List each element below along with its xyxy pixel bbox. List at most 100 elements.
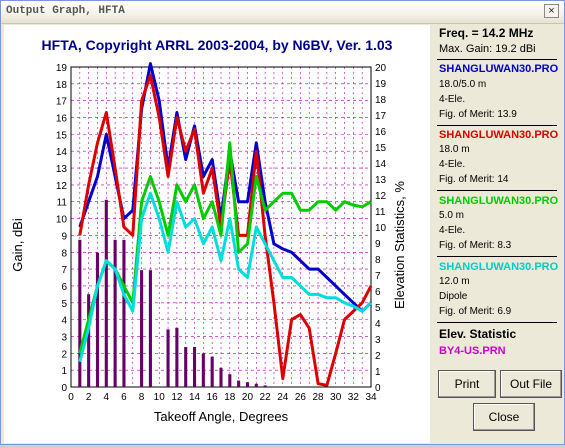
y-left-tick-label: 6 — [61, 282, 67, 293]
y-left-tick-label: 8 — [61, 248, 67, 259]
antenna-4-height: 12.0 m — [439, 276, 470, 287]
elevation-bar — [148, 270, 152, 387]
antenna-3-height: 5.0 m — [439, 210, 465, 221]
y-right-tick-label: 13 — [375, 175, 387, 186]
y-right-tick-label: 15 — [375, 143, 387, 154]
x-tick-label: 28 — [312, 392, 324, 403]
y-left-tick-label: 7 — [61, 265, 67, 276]
elevation-bar — [192, 347, 197, 387]
y-left-tick-label: 2 — [61, 349, 67, 360]
y-left-tick-label: 17 — [56, 97, 68, 108]
x-tick-label: 0 — [68, 392, 74, 403]
elevation-bar — [95, 252, 100, 387]
close-button[interactable]: Close — [473, 403, 535, 431]
x-tick-label: 10 — [154, 392, 166, 403]
gain-lines — [78, 62, 373, 387]
divider — [437, 125, 557, 126]
x-tick-label: 4 — [104, 392, 110, 403]
y-right-tick-label: 11 — [375, 207, 386, 218]
x-tick-label: 2 — [86, 392, 92, 403]
elevation-bar — [245, 382, 250, 387]
x-tick-label: 24 — [277, 392, 289, 403]
antenna-2-name: SHANGLUWAN30.PRO — [439, 129, 559, 141]
antenna-2-height: 18.0 m — [439, 144, 470, 155]
x-tick-label: 14 — [189, 392, 201, 403]
antenna-1-name: SHANGLUWAN30.PRO — [439, 63, 559, 75]
y-left-tick-label: 1 — [61, 366, 67, 377]
divider — [437, 59, 557, 60]
y-right-tick-label: 14 — [375, 159, 387, 170]
elevation-bar — [237, 380, 241, 387]
x-tick-label: 6 — [121, 392, 127, 403]
x-tick-label: 26 — [295, 392, 307, 403]
antenna-4-fom: Fig. of Merit: 6.9 — [439, 306, 512, 317]
y-right-tick-label: 2 — [375, 351, 381, 362]
elevation-bar — [104, 199, 108, 387]
elevation-bar — [219, 367, 223, 387]
y-left-tick-label: 19 — [56, 63, 68, 74]
y-left-tick-label: 11 — [57, 198, 68, 209]
elevation-bar — [166, 329, 170, 387]
x-tick-label: 18 — [224, 392, 236, 403]
y-right-tick-label: 7 — [375, 271, 381, 282]
x-tick-label: 30 — [330, 392, 342, 403]
y-left-tick-label: 15 — [56, 130, 68, 141]
y-right-tick-label: 3 — [375, 335, 381, 346]
y-left-tick-label: 10 — [56, 215, 68, 226]
x-tick-label: 12 — [171, 392, 183, 403]
antenna-3-name: SHANGLUWAN30.PRO — [439, 195, 559, 207]
x-tick-label: 8 — [139, 392, 145, 403]
x-tick-label: 22 — [260, 392, 272, 403]
y-right-tick-label: 19 — [375, 79, 387, 90]
y-left-tick-label: 13 — [56, 164, 68, 175]
gain-line-series-4 — [78, 191, 373, 363]
out-file-button[interactable]: Out File — [500, 370, 562, 398]
x-tick-label: 34 — [365, 392, 377, 403]
antenna-2-fom: Fig. of Merit: 14 — [439, 174, 509, 185]
elevation-bar — [140, 270, 144, 387]
y-right-tick-label: 5 — [375, 303, 381, 314]
y-right-tick-label: 17 — [375, 111, 387, 122]
y-right-tick-label: 10 — [375, 223, 387, 234]
window-title: Output Graph, HFTA — [6, 5, 125, 17]
elevation-statistic-file: BY4-US.PRN — [439, 345, 506, 357]
y-right-tick-label: 8 — [375, 255, 381, 266]
elevation-bar — [210, 356, 214, 387]
max-gain-label: Max. Gain: 19.2 dBi — [439, 43, 536, 55]
gain-chart: HFTA, Copyright ARRL 2003-2004, by N6BV,… — [10, 37, 407, 424]
elevation-bar — [228, 374, 232, 387]
y-left-tick-label: 3 — [61, 332, 67, 343]
elevation-bar — [184, 347, 188, 387]
y-right-tick-label: 6 — [375, 287, 381, 298]
print-button[interactable]: Print — [438, 370, 496, 398]
elevation-statistic-title: Elev. Statistic — [439, 327, 517, 341]
y-right-tick-label: 12 — [375, 191, 387, 202]
y-left-tick-label: 12 — [56, 181, 68, 192]
antenna-1-height: 18.0/5.0 m — [439, 79, 487, 90]
y-right-tick-label: 18 — [375, 95, 387, 106]
y-left-tick-label: 16 — [56, 114, 68, 125]
y-right-axis-label: Elevation Statistics, % — [392, 181, 407, 309]
window-close-button[interactable]: × — [544, 4, 559, 18]
divider — [437, 190, 557, 191]
chart-title: HFTA, Copyright ARRL 2003-2004, by N6BV,… — [42, 37, 393, 53]
graph-panel: HFTA, Copyright ARRL 2003-2004, by N6BV,… — [4, 25, 430, 443]
y-left-tick-label: 14 — [56, 147, 68, 158]
antenna-1-type: 4-Ele. — [439, 94, 466, 105]
x-tick-label: 32 — [348, 392, 360, 403]
antenna-1-fom: Fig. of Merit: 13.9 — [439, 109, 517, 120]
y-right-tick-label: 1 — [375, 367, 381, 378]
y-right-tick-label: 0 — [375, 383, 381, 394]
gain-line-series-3 — [78, 141, 372, 354]
divider — [437, 256, 557, 257]
axis-ticks: 0123456789101112131415161718190123456789… — [56, 63, 387, 403]
elevation-bar — [78, 239, 82, 387]
antenna-3-type: 4-Ele. — [439, 225, 466, 236]
elevation-bar — [175, 327, 179, 387]
title-bar[interactable]: Output Graph, HFTA × — [1, 1, 564, 24]
y-left-tick-label: 18 — [56, 80, 68, 91]
elevation-bar — [113, 239, 117, 387]
elevation-bar — [201, 353, 205, 387]
frequency-label: Freq. = 14.2 MHz — [439, 26, 534, 40]
